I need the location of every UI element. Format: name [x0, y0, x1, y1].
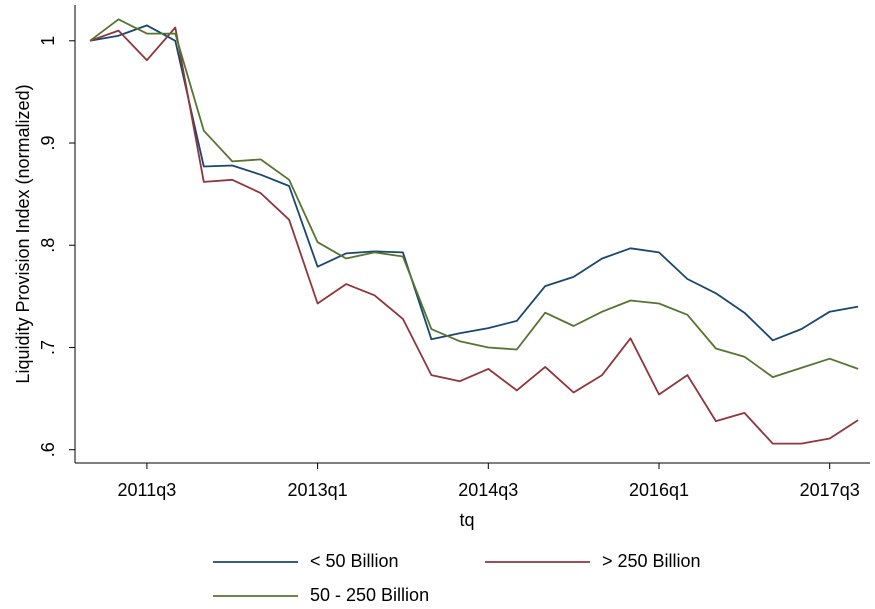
y-tick-label: .7: [38, 340, 58, 355]
y-tick-label: .8: [38, 238, 58, 253]
y-tick-label: 1: [38, 36, 58, 46]
series-line: [89, 18, 859, 378]
x-tick-label: 2017q3: [800, 480, 860, 500]
series-line: [89, 26, 859, 445]
legend-label: < 50 Billion: [310, 551, 399, 571]
x-tick-label: 2013q1: [288, 480, 348, 500]
legend-label: > 250 Billion: [602, 551, 701, 571]
series-line: [89, 24, 859, 342]
y-axis-label: Liquidity Provision Index (normalized): [13, 84, 33, 383]
x-tick-label: 2014q3: [458, 480, 518, 500]
y-tick-label: .6: [38, 442, 58, 457]
x-axis-label: tq: [459, 510, 474, 530]
y-tick-label: .9: [38, 136, 58, 151]
x-tick-label: 2011q3: [118, 480, 177, 500]
legend-label: 50 - 250 Billion: [310, 585, 429, 605]
x-tick-label: 2016q1: [629, 480, 689, 500]
